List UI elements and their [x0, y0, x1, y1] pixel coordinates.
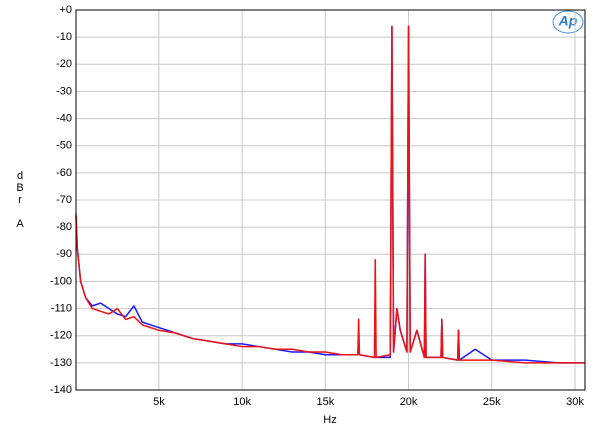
logo-ring	[552, 10, 584, 34]
y-tick-label: -30	[56, 85, 72, 97]
y-tick-label: -110	[51, 302, 72, 314]
y-tick-label: +0	[59, 4, 72, 16]
y-tick-label: -90	[56, 248, 72, 260]
x-tick-label: 15k	[316, 396, 334, 408]
y-tick-label: -10	[56, 31, 72, 43]
y-tick-label: -80	[56, 221, 72, 233]
y-tick-label: -20	[56, 58, 72, 70]
y-tick-label: -60	[56, 167, 72, 179]
series-line	[75, 25, 585, 364]
x-tick-label: 20k	[400, 396, 418, 408]
y-tick-label: -50	[56, 140, 72, 152]
series-line	[75, 25, 585, 364]
y-tick-label: -40	[56, 112, 72, 124]
plot-frame	[75, 9, 586, 391]
x-tick-label: 25k	[483, 396, 501, 408]
x-tick-label: 5k	[153, 396, 165, 408]
y-tick-label: -100	[50, 275, 72, 287]
y-tick-label: -130	[50, 357, 72, 369]
x-tick-label: 10k	[233, 396, 251, 408]
y-tick-label: -120	[50, 330, 72, 342]
logo: Ap	[558, 13, 578, 29]
y-tick-label: -70	[56, 194, 72, 206]
x-tick-label: 30k	[566, 396, 584, 408]
y-tick-label: -140	[50, 384, 72, 396]
x-axis-label: Hz	[323, 414, 336, 426]
y-axis-label: dBr A	[14, 170, 26, 230]
